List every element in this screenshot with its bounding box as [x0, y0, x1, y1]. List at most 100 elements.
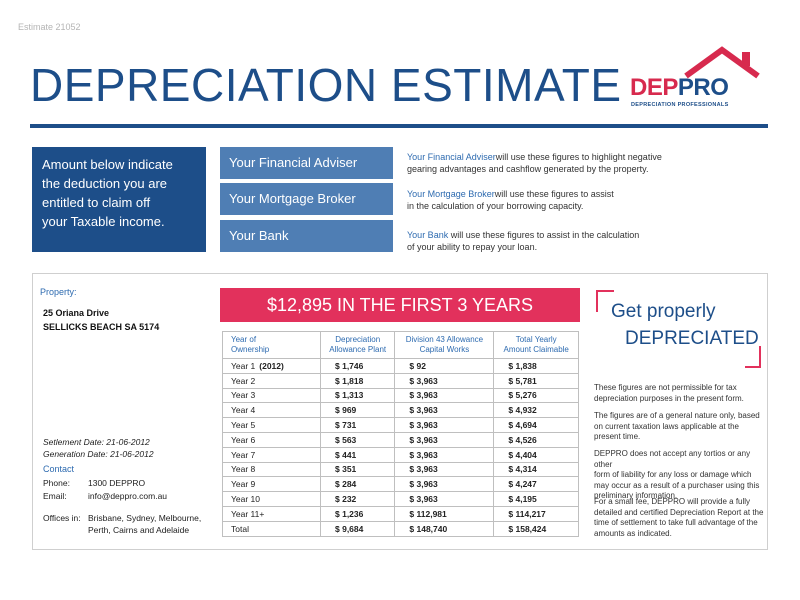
cell-capital: $ 92 [394, 358, 495, 374]
cell-capital: $ 3,963 [394, 461, 495, 478]
bracket-bottom-right [745, 346, 761, 368]
cell-total: $ 4,694 [493, 417, 579, 433]
cell-plant: $ 1,746 [319, 358, 396, 374]
cell-total: $ 4,404 [493, 446, 579, 463]
cell-year: Year 4 [222, 402, 321, 419]
cell-year: Total [222, 520, 321, 537]
role-desc-mortgage-broker: Your Mortgage Brokerwill use these figur… [407, 188, 707, 212]
cell-plant: $ 1,818 [319, 372, 396, 389]
cell-plant: $ 731 [319, 417, 396, 433]
cell-plant: $ 351 [319, 461, 396, 478]
cell-total: $ 4,247 [493, 476, 579, 493]
table-total-row: Total $ 9,684 $ 148,740 $ 158,424 [222, 520, 579, 537]
table-row: Year 3 $ 1,313 $ 3,963 $ 5,276 [222, 387, 579, 404]
cell-capital: $ 3,963 [394, 491, 495, 507]
role-desc-text: in the calculation of your borrowing cap… [407, 201, 584, 211]
col-header-capital: Division 43 Allowance Capital Works [394, 331, 495, 359]
table-row: Year 1 (2012) $ 1,746 $ 92 $ 1,838 [222, 358, 579, 374]
cell-plant: $ 563 [319, 431, 396, 448]
offices-label: Offices in: [43, 513, 81, 523]
cell-plant: $ 9,684 [319, 520, 396, 537]
table-row: Year 5 $ 731 $ 3,963 $ 4,694 [222, 417, 579, 433]
col-header-plant: Depreciation Allowance Plant [319, 331, 396, 359]
logo-dep: DEP [630, 74, 678, 101]
property-label: Property: [40, 287, 77, 297]
note-1: These figures are not permissible for ta… [594, 383, 744, 403]
cell-year: Year 11+ [222, 505, 321, 522]
table-row: Year 10 $ 232 $ 3,963 $ 4,195 [222, 491, 579, 507]
intro-line: Amount below indicate [42, 157, 173, 172]
phone-value: 1300 DEPPRO [88, 478, 146, 488]
cell-plant: $ 284 [319, 476, 396, 493]
property-address-line2: SELLICKS BEACH SA 5174 [43, 322, 160, 332]
intro-box: Amount below indicate the deduction you … [32, 147, 206, 252]
table-row: Year 11+ $ 1,236 $ 112,981 $ 114,217 [222, 505, 579, 522]
cell-year: Year 8 [222, 461, 321, 478]
bracket-top-left [596, 290, 614, 312]
estimate-number: Estimate 21052 [18, 22, 81, 32]
cell-capital: $ 148,740 [394, 520, 495, 537]
table-row: Year 2 $ 1,818 $ 3,963 $ 5,781 [222, 372, 579, 389]
cell-total: $ 4,195 [493, 491, 579, 507]
note-4: For a small fee, DEPPRO will provide a f… [594, 497, 764, 538]
intro-line: your Taxable income. [42, 214, 165, 229]
table-row: Year 7 $ 441 $ 3,963 $ 4,404 [222, 446, 579, 463]
header-divider [30, 124, 768, 128]
cell-capital: $ 3,963 [394, 431, 495, 448]
cell-total: $ 158,424 [493, 520, 579, 537]
role-mortgage-broker: Your Mortgage Broker [220, 183, 393, 215]
house-roof-icon [684, 46, 760, 79]
col-header-total: Total Yearly Amount Claimable [493, 331, 579, 359]
settlement-date: Setlement Date: 21-06-2012 [43, 437, 150, 447]
cell-capital: $ 3,963 [394, 372, 495, 389]
property-address-line1: 25 Oriana Drive [43, 308, 110, 318]
cell-capital: $ 3,963 [394, 402, 495, 419]
get-properly-text: Get properly [611, 301, 716, 322]
depreciated-text: DEPRECIATED [625, 328, 759, 349]
cell-total: $ 5,276 [493, 387, 579, 404]
note-3: DEPPRO does not accept any tortios or an… [594, 449, 760, 500]
role-desc-text: of your ability to repay your loan. [407, 242, 538, 252]
cell-year: Year 6 [222, 431, 321, 448]
table-row: Year 8 $ 351 $ 3,963 $ 4,314 [222, 461, 579, 478]
cell-year: Year 3 [222, 387, 321, 404]
role-desc-bank: Your Bank will use these figures to assi… [407, 229, 707, 253]
email-label: Email: [43, 491, 67, 501]
cell-total: $ 5,781 [493, 372, 579, 389]
offices-line2: Perth, Cairns and Adelaide [88, 525, 190, 535]
role-desc-text: will use these figures to assist [494, 189, 614, 199]
page-title: DEPRECIATION ESTIMATE [30, 59, 622, 111]
role-bank: Your Bank [220, 220, 393, 252]
cell-year: Year 2 [222, 372, 321, 389]
cell-capital: $ 3,963 [394, 387, 495, 404]
logo-pro: PRO [677, 74, 729, 101]
deppro-logo: DEPPRO DEPRECIATION PROFESSIONALS [628, 46, 773, 108]
phone-label: Phone: [43, 478, 70, 488]
cell-total: $ 4,314 [493, 461, 579, 478]
cell-year: Year 1 (2012) [222, 358, 321, 374]
cell-total: $ 4,526 [493, 431, 579, 448]
cell-year-note: (2012) [259, 360, 284, 371]
role-desc-highlight: Your Financial Adviser [407, 152, 496, 162]
cell-plant: $ 1,236 [319, 505, 396, 522]
cell-plant: $ 232 [319, 491, 396, 507]
table-row: Year 9 $ 284 $ 3,963 $ 4,247 [222, 476, 579, 493]
cell-plant: $ 1,313 [319, 387, 396, 404]
cell-year: Year 7 [222, 446, 321, 463]
cell-capital: $ 3,963 [394, 417, 495, 433]
offices-line1: Brisbane, Sydney, Melbourne, [88, 513, 202, 523]
cell-total: $ 1,838 [493, 358, 579, 374]
cell-plant: $ 441 [319, 446, 396, 463]
cell-total: $ 114,217 [493, 505, 579, 522]
logo-wordmark: DEPPRO [630, 74, 729, 101]
generation-date: Generation Date: 21-06-2012 [43, 449, 154, 459]
role-desc-text: will use these figures to highlight nega… [495, 152, 662, 162]
cell-year: Year 9 [222, 476, 321, 493]
table-row: Year 4 $ 969 $ 3,963 $ 4,932 [222, 402, 579, 419]
cell-year: Year 5 [222, 417, 321, 433]
contact-label: Contact [43, 464, 75, 474]
role-financial-adviser: Your Financial Adviser [220, 147, 393, 179]
role-desc-highlight: Your Mortgage Broker [407, 189, 495, 199]
depreciation-table: Year of Ownership Depreciation Allowance P… [222, 331, 579, 537]
email-link[interactable]: info@deppro.com.au [88, 491, 168, 501]
